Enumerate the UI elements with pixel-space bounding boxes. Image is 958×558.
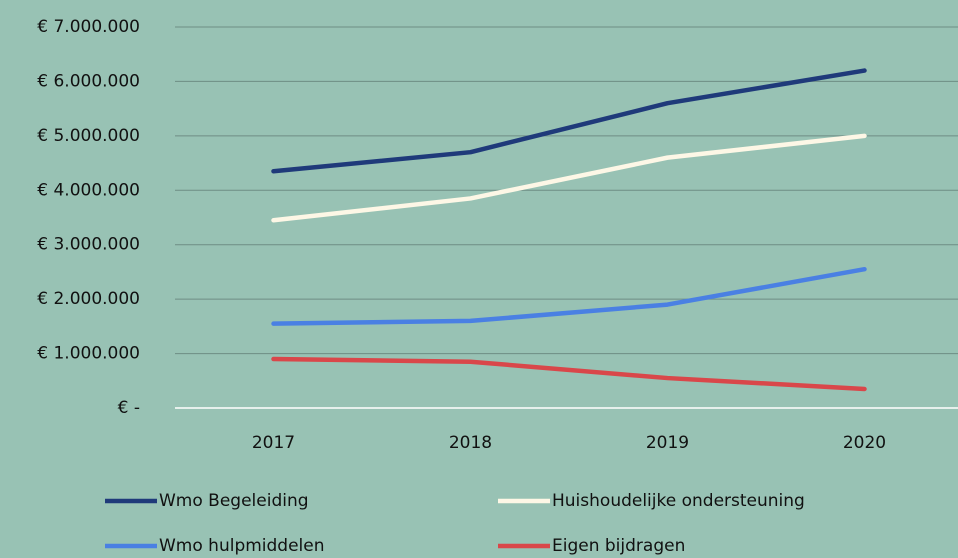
x-tick-label: 2020 bbox=[843, 433, 886, 453]
legend-label: Huishoudelijke ondersteuning bbox=[552, 491, 805, 511]
y-tick-label: € 2.000.000 bbox=[37, 289, 140, 309]
y-tick-label: € 6.000.000 bbox=[37, 71, 140, 91]
x-tick-label: 2017 bbox=[252, 433, 295, 453]
series-line bbox=[271, 133, 867, 223]
y-tick-label: € 1.000.000 bbox=[37, 344, 140, 364]
y-tick-label: € 3.000.000 bbox=[37, 235, 140, 255]
series-line bbox=[271, 68, 867, 174]
legend-label: Wmo Begeleiding bbox=[159, 491, 309, 511]
series-line bbox=[271, 356, 867, 392]
x-tick-label: 2018 bbox=[449, 433, 492, 453]
y-tick-label: € 5.000.000 bbox=[37, 126, 140, 146]
legend-label: Wmo hulpmiddelen bbox=[159, 536, 325, 556]
x-tick-label: 2019 bbox=[646, 433, 689, 453]
y-tick-label: € 4.000.000 bbox=[37, 180, 140, 200]
y-tick-label: € 7.000.000 bbox=[37, 17, 140, 37]
legend-label: Eigen bijdragen bbox=[552, 536, 685, 556]
series-line bbox=[271, 266, 867, 326]
y-tick-label: € - bbox=[118, 398, 140, 418]
